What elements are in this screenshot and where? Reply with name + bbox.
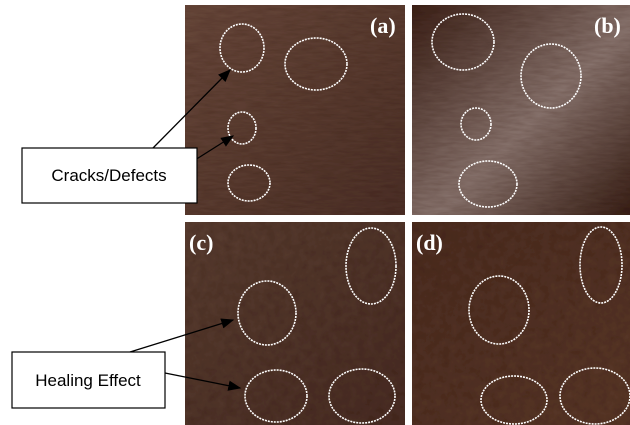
panel-label: (a) — [370, 13, 396, 38]
panel-d: (d) — [412, 222, 630, 425]
panel-label: (d) — [416, 230, 443, 255]
callout-text: Healing Effect — [35, 371, 141, 390]
panel-a: (a) — [185, 5, 405, 215]
figure: (a) (b) (c) (d) Cracks/Defects Healing E… — [0, 0, 630, 425]
panel-label: (c) — [189, 230, 213, 255]
panel-c: (c) — [185, 222, 405, 425]
photo — [412, 222, 630, 425]
panel-label: (b) — [594, 13, 621, 38]
callout-text: Cracks/Defects — [51, 166, 166, 185]
panel-b: (b) — [412, 5, 630, 215]
